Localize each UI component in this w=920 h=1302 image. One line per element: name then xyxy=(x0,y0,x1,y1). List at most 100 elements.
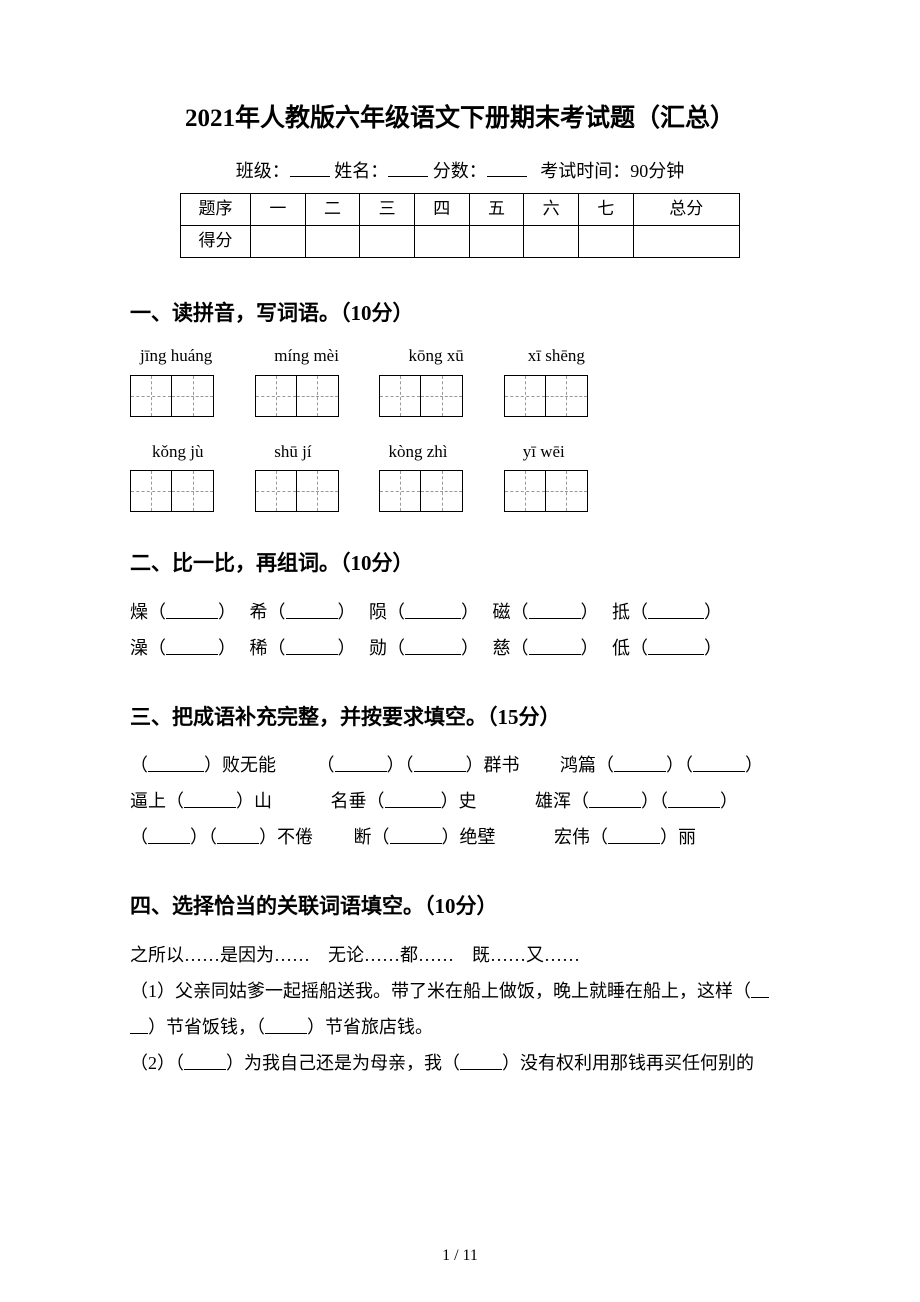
pinyin-label: xī shēng xyxy=(528,343,585,369)
section2-heading: 二、比一比，再组词。（10分） xyxy=(130,548,790,580)
section3-line1: （）败无能 （）（）群书 鸿篇（）（） xyxy=(130,747,790,783)
char-box-group[interactable] xyxy=(255,470,339,512)
fill-blank[interactable] xyxy=(130,1016,148,1034)
char-box-row-1 xyxy=(130,375,790,417)
score-cell[interactable] xyxy=(524,225,579,257)
score-cell[interactable] xyxy=(360,225,415,257)
idiom-part: 逼上（ xyxy=(130,791,184,811)
header-cell: 二 xyxy=(305,193,360,225)
fill-blank[interactable] xyxy=(608,826,660,844)
section4-q1: （1）父亲同姑爹一起摇船送我。带了米在船上做饭，晚上就睡在船上，这样（ ）节省饭… xyxy=(130,973,790,1045)
fill-blank[interactable] xyxy=(286,637,338,655)
pinyin-label: kǒng jù xyxy=(152,439,270,465)
idiom-part: ）丽 xyxy=(660,827,696,847)
fill-blank[interactable] xyxy=(148,754,204,772)
score-table-row: 得分 xyxy=(181,225,740,257)
pinyin-label: shū jí xyxy=(274,439,384,465)
idiom-part: ）史 xyxy=(441,791,477,811)
char-box-group[interactable] xyxy=(255,375,339,417)
row-label-cell: 得分 xyxy=(181,225,251,257)
fill-blank[interactable] xyxy=(217,826,259,844)
idiom-part: ）绝壁 xyxy=(442,827,496,847)
pinyin-label: jīng huáng xyxy=(140,343,270,369)
fill-blank[interactable] xyxy=(751,980,769,998)
q2-text: （2）（ xyxy=(130,1053,184,1073)
page-title: 2021年人教版六年级语文下册期末考试题（汇总） xyxy=(130,100,790,138)
idiom-part: ）群书 xyxy=(466,755,520,775)
char: 陨 xyxy=(369,602,387,622)
char: 勋 xyxy=(369,638,387,658)
section3-heading: 三、把成语补充完整，并按要求填空。（15分） xyxy=(130,702,790,734)
header-cell: 题序 xyxy=(181,193,251,225)
score-table: 题序 一 二 三 四 五 六 七 总分 得分 xyxy=(180,193,740,258)
idiom-part: ）败无能 xyxy=(204,755,276,775)
fill-blank[interactable] xyxy=(184,1052,226,1070)
section1-heading: 一、读拼音，写词语。（10分） xyxy=(130,298,790,330)
fill-blank[interactable] xyxy=(405,637,461,655)
fill-blank[interactable] xyxy=(529,601,581,619)
idiom-part: 宏伟（ xyxy=(554,827,608,847)
pinyin-row-1: jīng huáng míng mèi kōng xū xī shēng xyxy=(130,343,790,369)
char: 磁 xyxy=(493,602,511,622)
fill-blank[interactable] xyxy=(460,1052,502,1070)
fill-blank[interactable] xyxy=(614,754,666,772)
time-label: 考试时间：90分钟 xyxy=(540,161,684,181)
section4-options: 之所以……是因为…… 无论……都…… 既……又…… xyxy=(130,937,790,973)
q1-text: （1）父亲同姑爹一起摇船送我。带了米在船上做饭，晚上就睡在船上，这样（ xyxy=(130,981,751,1001)
fill-blank[interactable] xyxy=(148,826,190,844)
fill-blank[interactable] xyxy=(668,790,720,808)
char-box-group[interactable] xyxy=(379,375,463,417)
name-label: 姓名： xyxy=(334,161,388,181)
fill-blank[interactable] xyxy=(414,754,466,772)
name-blank[interactable] xyxy=(388,159,428,177)
score-blank[interactable] xyxy=(487,159,527,177)
pinyin-label: kòng zhì xyxy=(389,439,519,465)
score-cell[interactable] xyxy=(469,225,524,257)
idiom-part: 名垂（ xyxy=(331,791,385,811)
section4-heading: 四、选择恰当的关联词语填空。（10分） xyxy=(130,891,790,923)
char: 希 xyxy=(250,602,268,622)
header-cell: 六 xyxy=(524,193,579,225)
header-cell: 五 xyxy=(469,193,524,225)
char-box-group[interactable] xyxy=(504,470,588,512)
char: 稀 xyxy=(250,638,268,658)
char-box-group[interactable] xyxy=(504,375,588,417)
section2-line2: 澡（） 稀（） 勋（） 慈（） 低（） xyxy=(130,630,790,666)
page-number: 1 / 11 xyxy=(0,1244,920,1268)
header-cell: 总分 xyxy=(633,193,739,225)
header-cell: 三 xyxy=(360,193,415,225)
fill-blank[interactable] xyxy=(648,601,704,619)
header-cell: 四 xyxy=(414,193,469,225)
fill-blank[interactable] xyxy=(385,790,441,808)
fill-blank[interactable] xyxy=(648,637,704,655)
fill-blank[interactable] xyxy=(390,826,442,844)
char-box-group[interactable] xyxy=(130,375,214,417)
score-cell[interactable] xyxy=(414,225,469,257)
q1-text: ）节省旅店钱。 xyxy=(307,1017,433,1037)
q1-text: ）节省饭钱，（ xyxy=(148,1017,265,1037)
fill-blank[interactable] xyxy=(166,637,218,655)
idiom-part: ）山 xyxy=(236,791,272,811)
score-cell[interactable] xyxy=(305,225,360,257)
char-box-group[interactable] xyxy=(130,470,214,512)
fill-blank[interactable] xyxy=(184,790,236,808)
fill-blank[interactable] xyxy=(335,754,387,772)
score-cell[interactable] xyxy=(578,225,633,257)
fill-blank[interactable] xyxy=(286,601,338,619)
score-table-header: 题序 一 二 三 四 五 六 七 总分 xyxy=(181,193,740,225)
pinyin-label: yī wēi xyxy=(523,439,565,465)
fill-blank[interactable] xyxy=(529,637,581,655)
fill-blank[interactable] xyxy=(589,790,641,808)
char-box-group[interactable] xyxy=(379,470,463,512)
score-cell[interactable] xyxy=(633,225,739,257)
idiom-part: 鸿篇（ xyxy=(560,755,614,775)
fill-blank[interactable] xyxy=(693,754,745,772)
fill-blank[interactable] xyxy=(265,1016,307,1034)
fill-blank[interactable] xyxy=(405,601,461,619)
score-cell[interactable] xyxy=(251,225,306,257)
idiom-part: ）不倦 xyxy=(259,827,313,847)
q2-text: ）没有权利用那钱再买任何别的 xyxy=(502,1053,754,1073)
char: 低 xyxy=(612,638,630,658)
class-blank[interactable] xyxy=(290,159,330,177)
fill-blank[interactable] xyxy=(166,601,218,619)
